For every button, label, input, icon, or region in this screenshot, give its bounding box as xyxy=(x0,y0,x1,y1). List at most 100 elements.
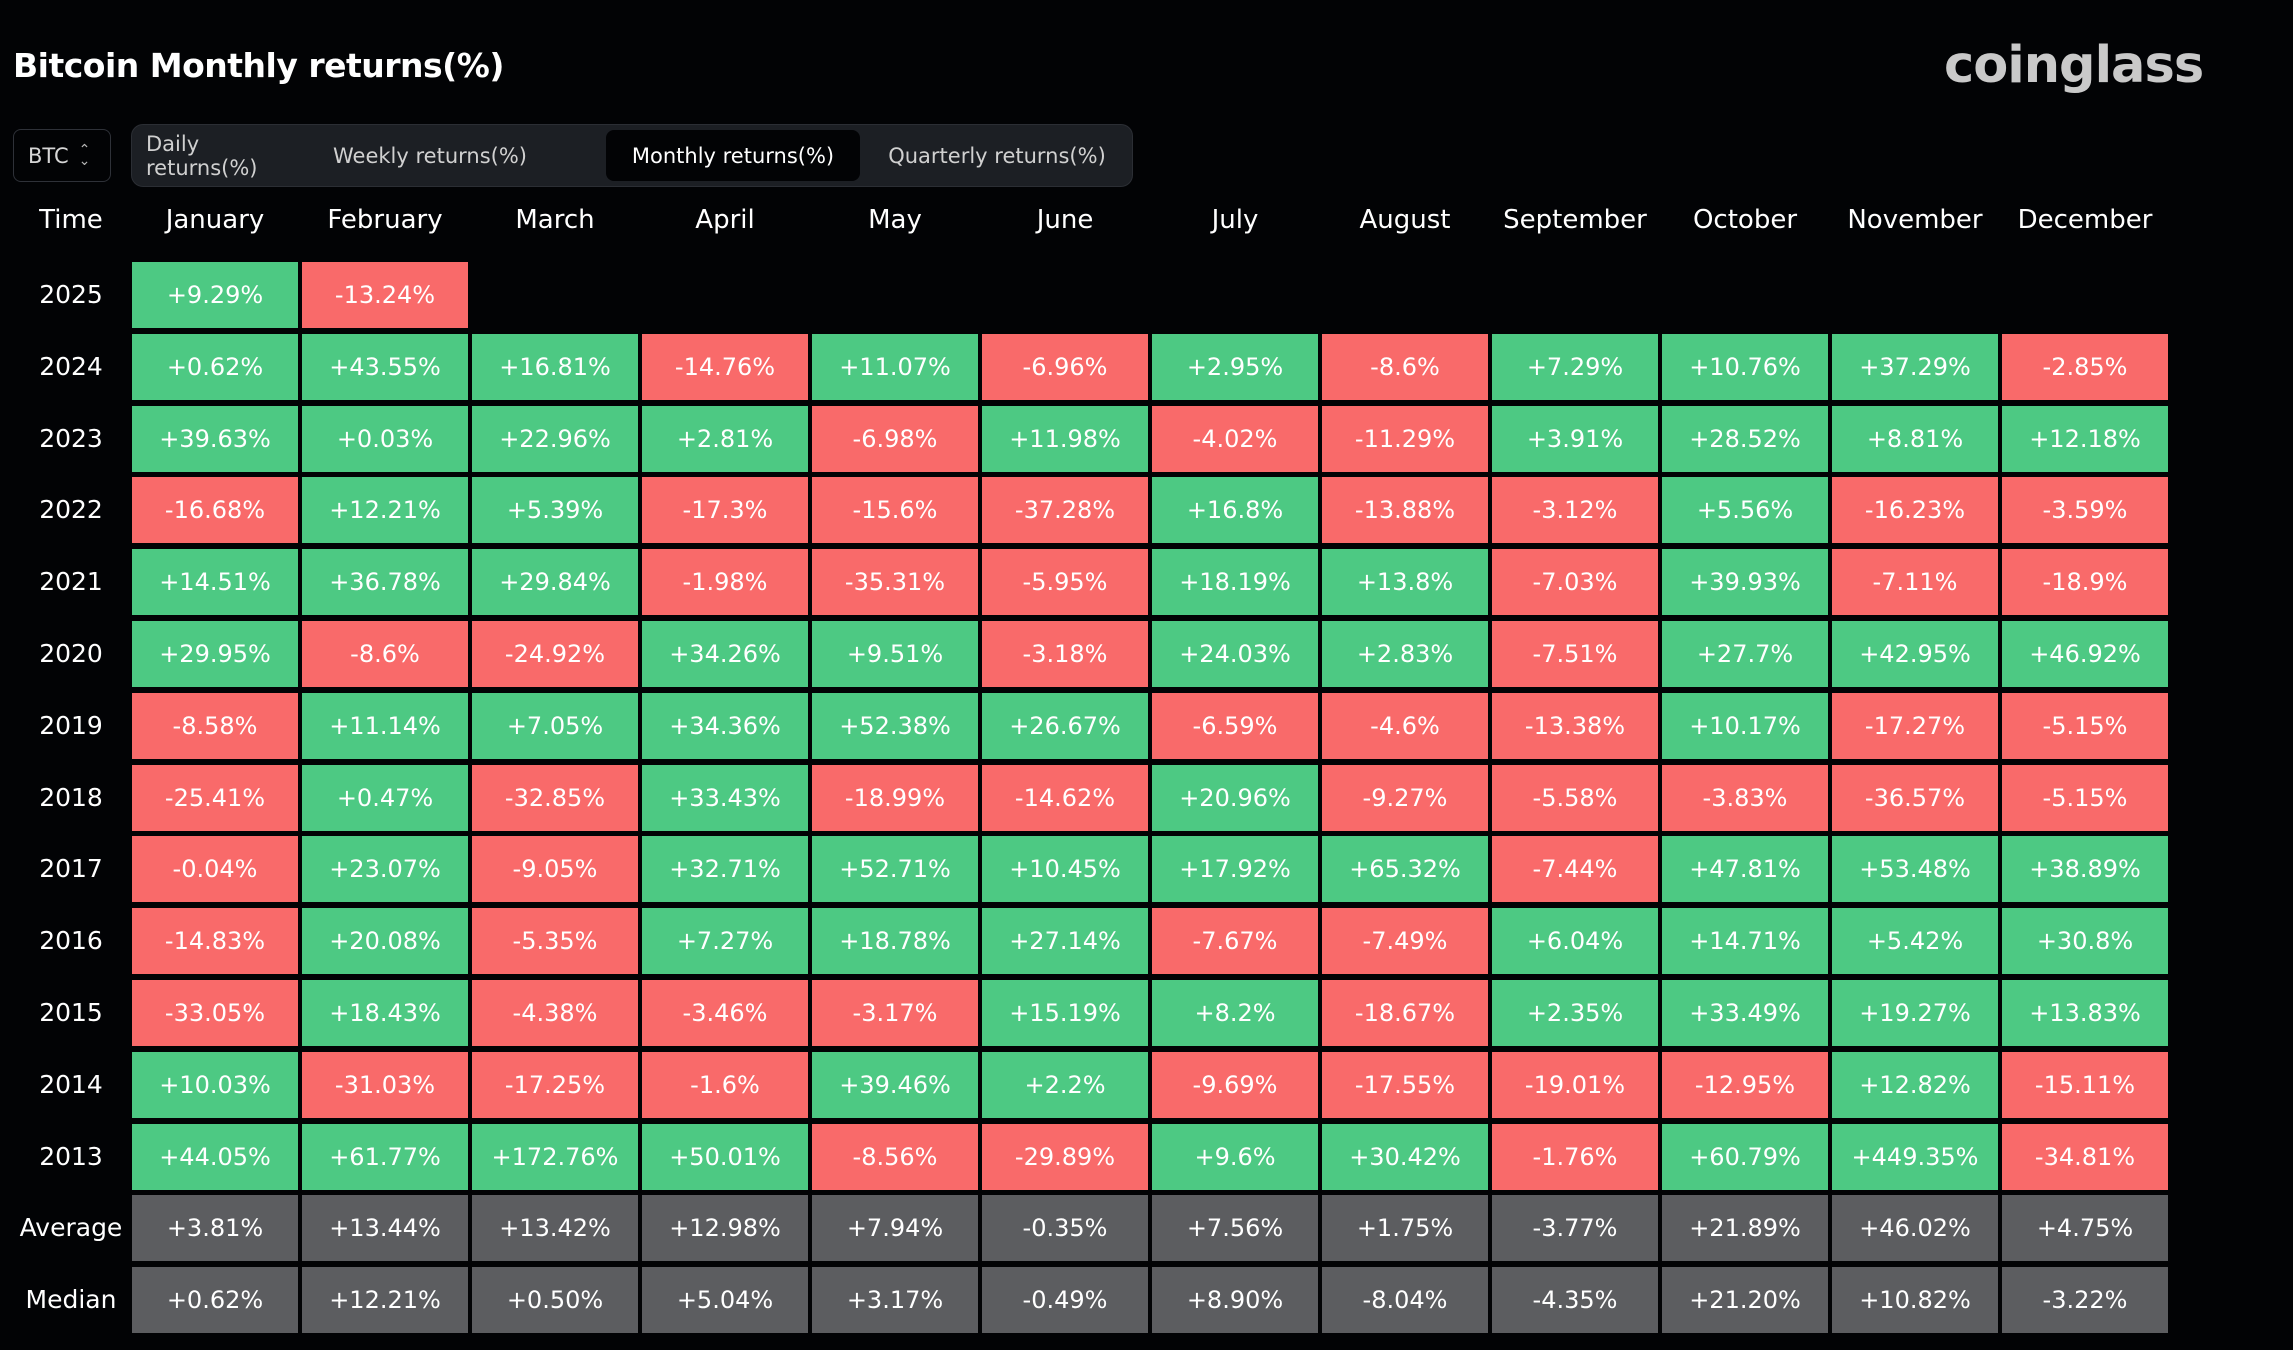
return-cell: +0.03% xyxy=(302,405,468,472)
return-cell: +46.92% xyxy=(2002,621,2168,687)
summary-cell: -3.22% xyxy=(2002,1267,2168,1334)
month-header: July xyxy=(1211,205,1259,235)
return-cell: -17.25% xyxy=(472,1051,638,1118)
return-cell: -15.6% xyxy=(812,477,978,544)
return-cell: +11.14% xyxy=(302,692,468,759)
year-label: 2025 xyxy=(39,280,103,309)
return-cell: -7.44% xyxy=(1492,836,1658,903)
month-header: June xyxy=(1036,205,1094,235)
return-cell: +10.17% xyxy=(1662,692,1828,759)
return-cell: -1.76% xyxy=(1492,1123,1658,1190)
time-column-header: Time xyxy=(39,205,103,235)
return-cell: +9.29% xyxy=(132,262,298,328)
return-cell: -24.92% xyxy=(472,621,638,687)
summary-cell: +21.89% xyxy=(1662,1195,1828,1262)
return-cell: -7.11% xyxy=(1832,549,1998,616)
return-cell: +42.95% xyxy=(1832,621,1998,687)
return-cell: +52.71% xyxy=(812,836,978,903)
return-cell: +29.84% xyxy=(472,549,638,616)
return-cell: -14.83% xyxy=(132,908,298,975)
asset-selector-value: BTC xyxy=(28,143,69,168)
return-cell: +32.71% xyxy=(642,836,808,903)
return-cell: +12.82% xyxy=(1832,1051,1998,1118)
return-cell: +50.01% xyxy=(642,1123,808,1190)
asset-selector[interactable]: BTC ⌃ ⌄ xyxy=(13,129,111,182)
return-cell: -32.85% xyxy=(472,764,638,831)
return-cell: -13.38% xyxy=(1492,692,1658,759)
return-cell: -9.27% xyxy=(1322,764,1488,831)
return-cell: -8.56% xyxy=(812,1123,978,1190)
summary-cell: +1.75% xyxy=(1322,1195,1488,1262)
return-cell: +7.27% xyxy=(642,908,808,975)
return-cell: +12.18% xyxy=(2002,405,2168,472)
return-cell: -13.88% xyxy=(1322,477,1488,544)
return-cell: +44.05% xyxy=(132,1123,298,1190)
return-cell: +8.81% xyxy=(1832,405,1998,472)
return-cell: +23.07% xyxy=(302,836,468,903)
summary-cell: +4.75% xyxy=(2002,1195,2168,1262)
return-cell: +20.08% xyxy=(302,908,468,975)
return-cell: +18.43% xyxy=(302,980,468,1046)
year-label: 2016 xyxy=(39,926,103,956)
return-cell: +39.46% xyxy=(812,1051,978,1118)
return-cell: +6.04% xyxy=(1492,908,1658,975)
summary-cell: -8.04% xyxy=(1322,1267,1488,1334)
return-cell: -4.6% xyxy=(1322,692,1488,759)
return-cell: -8.6% xyxy=(302,621,468,687)
summary-row-label: Median xyxy=(25,1285,117,1315)
return-cell: +15.19% xyxy=(982,980,1148,1046)
return-cell: -29.89% xyxy=(982,1123,1148,1190)
return-cell: +47.81% xyxy=(1662,836,1828,903)
page-title: Bitcoin Monthly returns(%) xyxy=(13,46,504,85)
month-header: September xyxy=(1503,205,1647,235)
return-cell: +20.96% xyxy=(1152,764,1318,831)
return-cell: +38.89% xyxy=(2002,836,2168,903)
return-cell: +39.93% xyxy=(1662,549,1828,616)
return-cell: -6.98% xyxy=(812,405,978,472)
return-cell: -3.83% xyxy=(1662,764,1828,831)
month-header: December xyxy=(2017,205,2153,235)
return-cell: +61.77% xyxy=(302,1123,468,1190)
month-header: April xyxy=(695,205,755,235)
year-label: 2014 xyxy=(39,1069,103,1099)
tab-quarterly-returns[interactable]: Quarterly returns(%) xyxy=(888,143,1106,168)
tab-daily-returns[interactable]: Daily returns(%) xyxy=(146,131,258,180)
return-cell: +14.51% xyxy=(132,549,298,616)
return-cell: -9.69% xyxy=(1152,1051,1318,1118)
return-cell: -5.15% xyxy=(2002,692,2168,759)
return-cell: -13.24% xyxy=(302,262,468,328)
return-cell: +60.79% xyxy=(1662,1123,1828,1190)
summary-cell: +21.20% xyxy=(1662,1267,1828,1334)
year-label: 2022 xyxy=(39,495,103,525)
return-cell: +33.49% xyxy=(1662,980,1828,1046)
return-cell: -3.12% xyxy=(1492,477,1658,544)
return-cell: +2.95% xyxy=(1152,333,1318,400)
year-label: 2013 xyxy=(39,1141,103,1171)
summary-cell: -0.49% xyxy=(982,1267,1148,1334)
month-header: January xyxy=(165,205,265,235)
year-label: 2017 xyxy=(39,854,103,884)
coinglass-logo: coinglass xyxy=(1944,36,2204,95)
return-cell: +19.27% xyxy=(1832,980,1998,1046)
return-cell: +449.35% xyxy=(1832,1123,1998,1190)
summary-cell: +3.81% xyxy=(132,1195,298,1262)
return-cell: -12.95% xyxy=(1662,1051,1828,1118)
return-cell: +10.45% xyxy=(982,836,1148,903)
summary-cell: +7.56% xyxy=(1152,1195,1318,1262)
return-cell: -8.58% xyxy=(132,692,298,759)
year-label: 2023 xyxy=(39,423,103,453)
tab-weekly-returns[interactable]: Weekly returns(%) xyxy=(333,143,527,168)
return-cell: -14.76% xyxy=(642,333,808,400)
return-cell: -2.85% xyxy=(2002,333,2168,400)
return-cell: +3.91% xyxy=(1492,405,1658,472)
tab-monthly-returns[interactable]: Monthly returns(%) xyxy=(606,130,860,181)
return-cell: +5.42% xyxy=(1832,908,1998,975)
return-cell: +26.67% xyxy=(982,692,1148,759)
return-cell: -7.49% xyxy=(1322,908,1488,975)
return-cell: +10.76% xyxy=(1662,333,1828,400)
month-header: November xyxy=(1847,205,1983,235)
return-cell: -18.99% xyxy=(812,764,978,831)
return-cell: +16.81% xyxy=(472,333,638,400)
return-cell: -4.02% xyxy=(1152,405,1318,472)
chevron-up-down-icon: ⌃ ⌄ xyxy=(78,141,91,169)
